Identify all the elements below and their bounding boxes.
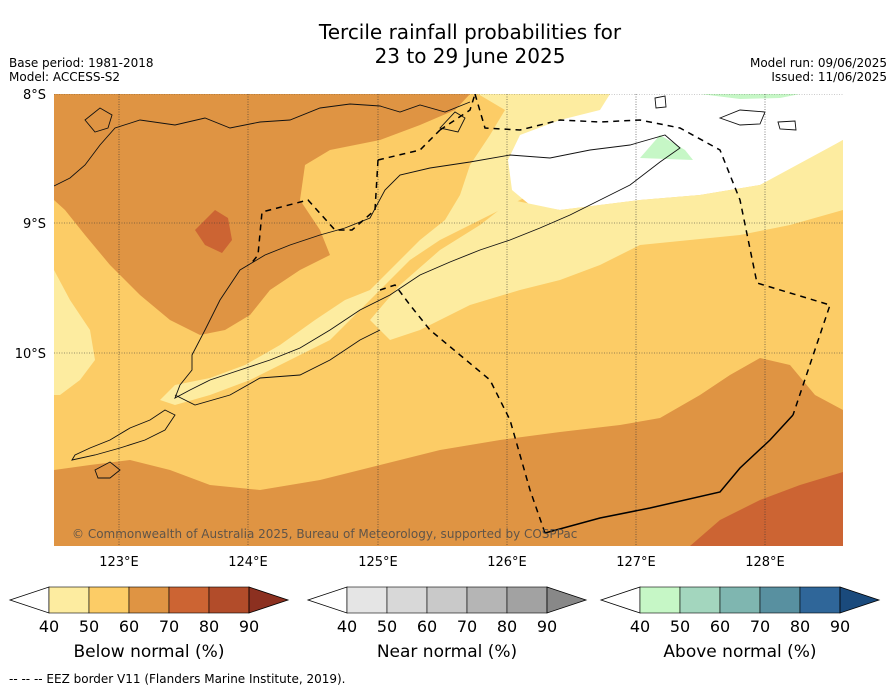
colorbar-tick-label: 40 — [337, 617, 357, 636]
above-normal-area-1 — [640, 135, 693, 160]
colorbar-segment — [48, 586, 90, 614]
colorbar-segment — [426, 586, 468, 614]
colorbar-segment — [386, 586, 428, 614]
colorbar-tick-label: 70 — [159, 617, 179, 636]
colorbar-tick-label: 40 — [39, 617, 59, 636]
band-60-70-south — [54, 358, 843, 546]
lat-label-9s: 9°S — [23, 217, 46, 232]
colorbar-segment — [128, 586, 170, 614]
colorbar-tick-label: 60 — [417, 617, 437, 636]
colorbar-tick-label: 90 — [239, 617, 259, 636]
colorbar-segment — [639, 586, 681, 614]
band-40-50-west — [54, 270, 95, 395]
band-40-50-east — [370, 140, 843, 340]
issued-date: Issued: 11/06/2025 — [771, 70, 887, 84]
colorbar-under-triangle — [8, 586, 50, 614]
colorbar-tick-label: 80 — [790, 617, 810, 636]
eez-border — [249, 94, 831, 534]
colorbar-over-triangle — [839, 586, 881, 614]
lon-label-123e: 123°E — [99, 555, 139, 570]
band-70-80-blob — [195, 210, 232, 253]
colorbar-under-triangle — [306, 586, 348, 614]
colorbar-tick-label: 60 — [119, 617, 139, 636]
model-name: Model: ACCESS-S2 — [9, 70, 121, 84]
colorbar-segment — [208, 586, 250, 614]
colorbar-segment — [759, 586, 801, 614]
meta-left: Base period: 1981-2018 Model: ACCESS-S2 — [9, 56, 154, 84]
title-line-2: 23 to 29 June 2025 — [374, 44, 566, 68]
colorbar-over-triangle — [248, 586, 290, 614]
colorbar-tick-label: 50 — [670, 617, 690, 636]
lon-label-126e: 126°E — [487, 555, 527, 570]
colorbar-segment — [466, 586, 508, 614]
lat-label-8s: 8°S — [23, 88, 46, 103]
colorbar-over-triangle — [546, 586, 588, 614]
lon-label-127e: 127°E — [616, 555, 656, 570]
colorbar-tick-label: 70 — [750, 617, 770, 636]
colorbar-near-normal: 40 50 60 70 80 90 Near normal (%) — [306, 586, 588, 662]
colorbar-tick-label: 70 — [457, 617, 477, 636]
colorbar-segment — [168, 586, 210, 614]
colorbar-segment — [346, 586, 388, 614]
colorbar-title: Above normal (%) — [663, 642, 816, 662]
lon-label-124e: 124°E — [228, 555, 268, 570]
model-run: Model run: 09/06/2025 — [749, 56, 887, 70]
colorbar-title: Near normal (%) — [377, 642, 517, 662]
coastlines — [54, 95, 797, 479]
lon-label-128e: 128°E — [745, 555, 785, 570]
base-period: Base period: 1981-2018 — [9, 56, 154, 70]
above-normal-area-2 — [700, 94, 800, 99]
colorbar-above-normal: 40 50 60 70 80 90 Above normal (%) — [599, 586, 881, 662]
colorbar-segment — [88, 586, 130, 614]
colorbar-under-triangle — [599, 586, 641, 614]
colorbar-tick-label: 90 — [830, 617, 850, 636]
map-area: © Commonwealth of Australia 2025, Bureau… — [54, 94, 843, 546]
band-70-80-southeast — [690, 472, 843, 546]
colorbar-tick-label: 50 — [79, 617, 99, 636]
map-title: Tercile rainfall probabilities for 23 to… — [0, 20, 896, 68]
lat-label-10s: 10°S — [15, 347, 46, 362]
colorbar-segment — [679, 586, 721, 614]
copyright-text: © Commonwealth of Australia 2025, Bureau… — [72, 527, 577, 541]
title-line-1: Tercile rainfall probabilities for — [318, 20, 622, 44]
colorbar-segment — [719, 586, 761, 614]
meta-right: Model run: 09/06/2025 Issued: 11/06/2025 — [750, 56, 887, 84]
colorbar-tick-label: 40 — [630, 617, 650, 636]
graticule — [54, 94, 843, 546]
eez-footnote: -- -- -- EEZ border V11 (Flanders Marine… — [9, 672, 346, 686]
colorbar-tick-label: 60 — [710, 617, 730, 636]
band-40-50 — [160, 94, 615, 405]
colorbar-segment — [506, 586, 548, 614]
colorbar-segment — [799, 586, 841, 614]
lon-label-125e: 125°E — [358, 555, 398, 570]
colorbar-tick-label: 80 — [497, 617, 517, 636]
colorbar-tick-label: 90 — [537, 617, 557, 636]
colorbar-below-normal: 40 50 60 70 80 90 Below normal (%) — [8, 586, 290, 662]
colorbar-tick-label: 50 — [377, 617, 397, 636]
colorbar-tick-label: 80 — [199, 617, 219, 636]
colorbar-title: Below normal (%) — [74, 642, 225, 662]
